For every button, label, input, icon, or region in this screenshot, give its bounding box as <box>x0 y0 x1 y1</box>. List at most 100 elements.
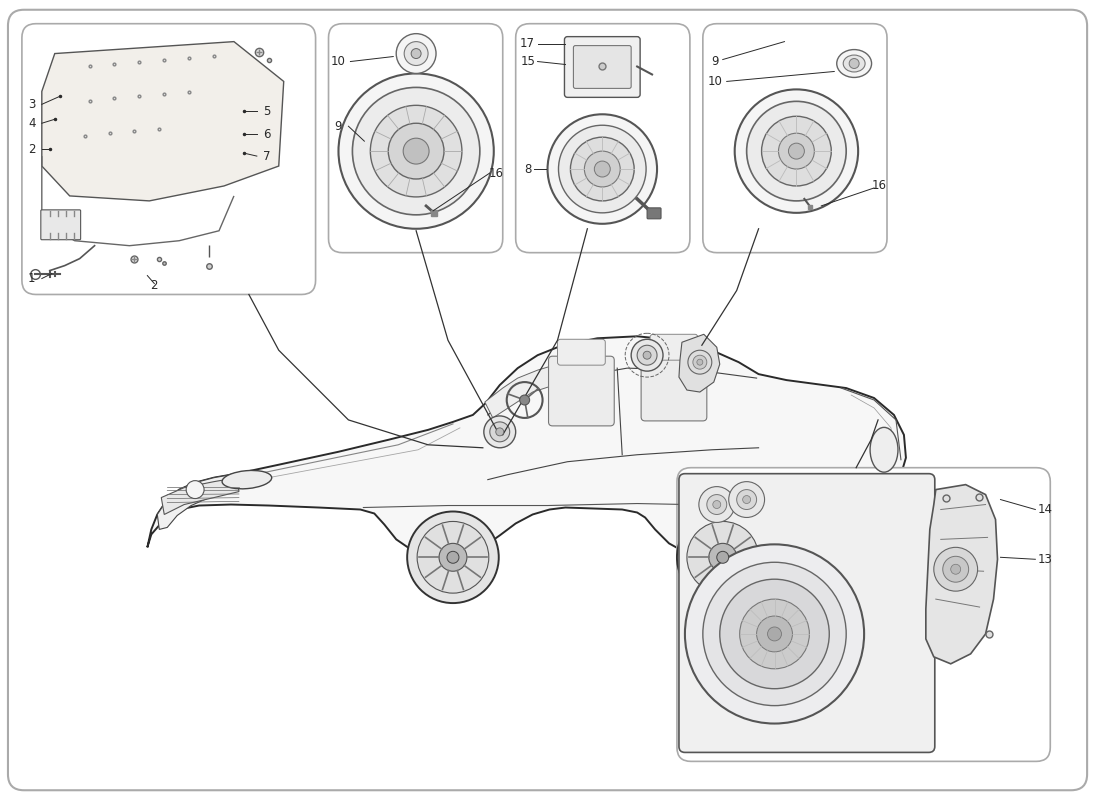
Text: 4: 4 <box>29 117 35 130</box>
Text: 7: 7 <box>263 150 271 162</box>
Polygon shape <box>926 485 998 664</box>
Text: 1: 1 <box>29 272 35 285</box>
Polygon shape <box>679 334 719 392</box>
Text: 9: 9 <box>711 55 718 68</box>
FancyBboxPatch shape <box>703 24 887 253</box>
Circle shape <box>779 133 814 169</box>
Text: 17: 17 <box>520 37 535 50</box>
FancyBboxPatch shape <box>564 37 640 98</box>
Circle shape <box>707 494 727 514</box>
Polygon shape <box>485 360 597 418</box>
Ellipse shape <box>844 55 865 72</box>
Circle shape <box>697 359 703 365</box>
Circle shape <box>742 495 750 503</box>
Text: 14: 14 <box>1037 503 1053 516</box>
Circle shape <box>439 543 466 571</box>
Text: 8: 8 <box>524 162 531 175</box>
Polygon shape <box>147 336 906 562</box>
Circle shape <box>693 355 707 369</box>
Circle shape <box>717 551 728 563</box>
Circle shape <box>757 616 792 652</box>
Circle shape <box>644 351 651 359</box>
Text: 16: 16 <box>488 166 504 179</box>
Circle shape <box>688 350 712 374</box>
Circle shape <box>396 34 436 74</box>
Ellipse shape <box>870 427 898 472</box>
Circle shape <box>186 481 205 498</box>
Circle shape <box>849 58 859 69</box>
Circle shape <box>698 486 735 522</box>
Circle shape <box>950 564 960 574</box>
FancyBboxPatch shape <box>41 210 80 240</box>
Text: 3: 3 <box>29 98 35 111</box>
Circle shape <box>559 126 646 213</box>
Circle shape <box>548 114 657 224</box>
Text: eurocarbparts: eurocarbparts <box>187 242 988 339</box>
FancyBboxPatch shape <box>679 474 935 753</box>
Circle shape <box>739 599 810 669</box>
Circle shape <box>637 346 657 365</box>
Circle shape <box>584 151 620 187</box>
Circle shape <box>352 87 480 215</box>
Ellipse shape <box>222 470 272 489</box>
Text: 6: 6 <box>263 128 271 141</box>
Circle shape <box>685 544 865 723</box>
Circle shape <box>703 562 846 706</box>
Polygon shape <box>42 42 284 201</box>
Polygon shape <box>162 478 239 514</box>
Circle shape <box>768 627 781 641</box>
Circle shape <box>719 579 829 689</box>
FancyBboxPatch shape <box>329 24 503 253</box>
FancyBboxPatch shape <box>516 24 690 253</box>
Circle shape <box>519 395 529 405</box>
FancyBboxPatch shape <box>647 208 661 219</box>
Circle shape <box>571 137 634 201</box>
Text: 16: 16 <box>871 179 887 193</box>
Circle shape <box>708 543 737 571</box>
Text: a passion for parts since 1985: a passion for parts since 1985 <box>336 672 839 706</box>
Text: 5: 5 <box>263 105 271 118</box>
Text: 9: 9 <box>334 120 342 133</box>
Circle shape <box>713 501 721 509</box>
Circle shape <box>735 90 858 213</box>
Circle shape <box>447 551 459 563</box>
Circle shape <box>411 49 421 58</box>
FancyBboxPatch shape <box>8 10 1087 790</box>
Text: 2: 2 <box>151 279 158 292</box>
Text: 13: 13 <box>1038 553 1053 566</box>
Text: 10: 10 <box>707 75 723 88</box>
FancyBboxPatch shape <box>549 356 614 426</box>
Circle shape <box>728 482 764 518</box>
Circle shape <box>594 161 610 177</box>
Circle shape <box>943 556 969 582</box>
Circle shape <box>371 106 462 197</box>
Circle shape <box>484 416 516 448</box>
Circle shape <box>407 511 498 603</box>
Circle shape <box>934 547 978 591</box>
Circle shape <box>761 116 832 186</box>
Circle shape <box>404 42 428 66</box>
FancyBboxPatch shape <box>641 351 707 421</box>
Circle shape <box>496 428 504 436</box>
Text: 2: 2 <box>29 142 35 156</box>
Circle shape <box>747 102 846 201</box>
Text: 15: 15 <box>520 55 535 68</box>
FancyBboxPatch shape <box>650 334 697 360</box>
Circle shape <box>631 339 663 371</box>
Circle shape <box>737 490 757 510</box>
FancyBboxPatch shape <box>558 339 605 365</box>
Text: 1985: 1985 <box>812 158 960 214</box>
FancyBboxPatch shape <box>676 468 1050 762</box>
Circle shape <box>388 123 444 179</box>
Circle shape <box>404 138 429 164</box>
Circle shape <box>339 74 494 229</box>
Circle shape <box>789 143 804 159</box>
Circle shape <box>490 422 509 442</box>
Text: 10: 10 <box>331 55 345 68</box>
Ellipse shape <box>837 50 871 78</box>
FancyBboxPatch shape <box>22 24 316 294</box>
Circle shape <box>676 511 769 603</box>
Circle shape <box>417 522 488 593</box>
Polygon shape <box>157 474 249 530</box>
Circle shape <box>686 522 759 593</box>
